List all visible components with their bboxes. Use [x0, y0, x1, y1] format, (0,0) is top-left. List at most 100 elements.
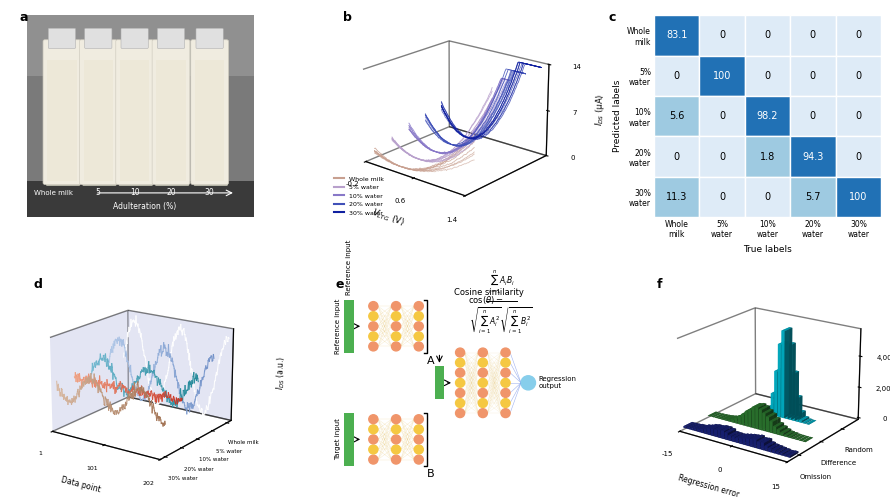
FancyBboxPatch shape — [344, 413, 354, 466]
Y-axis label: Predicted labels: Predicted labels — [612, 80, 621, 152]
Text: 20: 20 — [166, 188, 176, 198]
Bar — [700, 177, 745, 217]
Circle shape — [456, 389, 465, 397]
Bar — [120, 59, 150, 181]
Bar — [700, 137, 745, 177]
Bar — [790, 177, 836, 217]
Circle shape — [392, 415, 401, 424]
Bar — [700, 55, 745, 96]
Text: a: a — [20, 11, 28, 24]
Bar — [195, 59, 224, 181]
Text: Reference input: Reference input — [336, 298, 341, 354]
Circle shape — [501, 399, 510, 407]
Text: d: d — [33, 278, 42, 291]
Circle shape — [478, 389, 488, 397]
Circle shape — [414, 332, 424, 341]
Text: 10: 10 — [130, 188, 140, 198]
Text: 0: 0 — [855, 30, 862, 40]
Bar — [745, 15, 790, 55]
Text: 0: 0 — [855, 152, 862, 162]
Text: $\sqrt{\sum_{i=1}^{n} A_i^2}\sqrt{\sum_{i=1}^{n} B_i^2}$: $\sqrt{\sum_{i=1}^{n} A_i^2}\sqrt{\sum_{… — [469, 306, 533, 337]
FancyBboxPatch shape — [121, 28, 149, 48]
Circle shape — [392, 342, 401, 351]
Text: 0: 0 — [855, 111, 862, 121]
Bar — [27, 15, 254, 76]
X-axis label: Data point: Data point — [61, 475, 101, 494]
Circle shape — [414, 342, 424, 351]
Bar — [654, 55, 700, 96]
Circle shape — [414, 311, 424, 321]
Circle shape — [368, 415, 378, 424]
FancyBboxPatch shape — [85, 28, 112, 48]
Circle shape — [414, 415, 424, 424]
Circle shape — [501, 389, 510, 397]
Circle shape — [368, 445, 378, 454]
Bar — [836, 15, 881, 55]
FancyBboxPatch shape — [46, 42, 80, 186]
FancyBboxPatch shape — [344, 299, 354, 353]
Circle shape — [478, 409, 488, 418]
Circle shape — [478, 348, 488, 357]
FancyBboxPatch shape — [43, 40, 81, 184]
FancyBboxPatch shape — [190, 40, 229, 184]
Text: f: f — [656, 278, 662, 291]
FancyBboxPatch shape — [116, 40, 153, 184]
Text: 1.8: 1.8 — [760, 152, 775, 162]
Circle shape — [456, 348, 465, 357]
Text: Regression
output: Regression output — [538, 376, 577, 389]
Text: 0: 0 — [810, 71, 816, 81]
Circle shape — [501, 348, 510, 357]
Text: 0: 0 — [674, 71, 680, 81]
Bar — [790, 15, 836, 55]
Circle shape — [501, 368, 510, 377]
Text: 5: 5 — [96, 188, 101, 198]
Circle shape — [414, 455, 424, 464]
Circle shape — [521, 376, 536, 390]
Legend: Whole milk, 5% water, 10% water, 20% water, 30% water: Whole milk, 5% water, 10% water, 20% wat… — [332, 174, 386, 218]
FancyBboxPatch shape — [152, 40, 190, 184]
X-axis label: True labels: True labels — [743, 245, 792, 254]
Bar — [790, 137, 836, 177]
Bar — [654, 177, 700, 217]
Circle shape — [368, 455, 378, 464]
Bar — [836, 177, 881, 217]
Text: e: e — [336, 278, 344, 291]
Bar — [745, 177, 790, 217]
Text: 0: 0 — [765, 71, 771, 81]
Bar — [745, 96, 790, 137]
Circle shape — [368, 301, 378, 310]
Text: 0: 0 — [674, 152, 680, 162]
Circle shape — [414, 425, 424, 434]
FancyBboxPatch shape — [155, 42, 190, 186]
Text: Cosine similarity: Cosine similarity — [454, 288, 524, 297]
Text: 0: 0 — [719, 152, 725, 162]
Bar — [84, 59, 113, 181]
Text: 0: 0 — [810, 111, 816, 121]
Text: 0: 0 — [719, 30, 725, 40]
Circle shape — [478, 379, 488, 387]
Circle shape — [456, 399, 465, 407]
FancyBboxPatch shape — [158, 28, 184, 48]
Circle shape — [392, 301, 401, 310]
X-axis label: Regression error: Regression error — [676, 473, 740, 499]
Text: $\sum_{i=1}^{n} A_i B_i$: $\sum_{i=1}^{n} A_i B_i$ — [488, 269, 515, 296]
FancyBboxPatch shape — [83, 42, 117, 186]
Circle shape — [368, 342, 378, 351]
FancyBboxPatch shape — [435, 366, 444, 399]
Text: 0: 0 — [719, 192, 725, 202]
Text: 30: 30 — [205, 188, 214, 198]
FancyBboxPatch shape — [118, 42, 153, 186]
Text: Target input: Target input — [336, 418, 341, 460]
Text: 94.3: 94.3 — [802, 152, 823, 162]
Bar — [836, 137, 881, 177]
Text: c: c — [609, 11, 616, 24]
Bar — [654, 15, 700, 55]
Text: $\cos(\theta) = $: $\cos(\theta) = $ — [468, 294, 504, 306]
Text: 0: 0 — [719, 111, 725, 121]
Circle shape — [368, 322, 378, 331]
Text: 5.6: 5.6 — [669, 111, 684, 121]
FancyBboxPatch shape — [79, 40, 117, 184]
Text: Whole milk: Whole milk — [34, 190, 72, 196]
Text: 11.3: 11.3 — [666, 192, 687, 202]
Text: 0: 0 — [765, 30, 771, 40]
